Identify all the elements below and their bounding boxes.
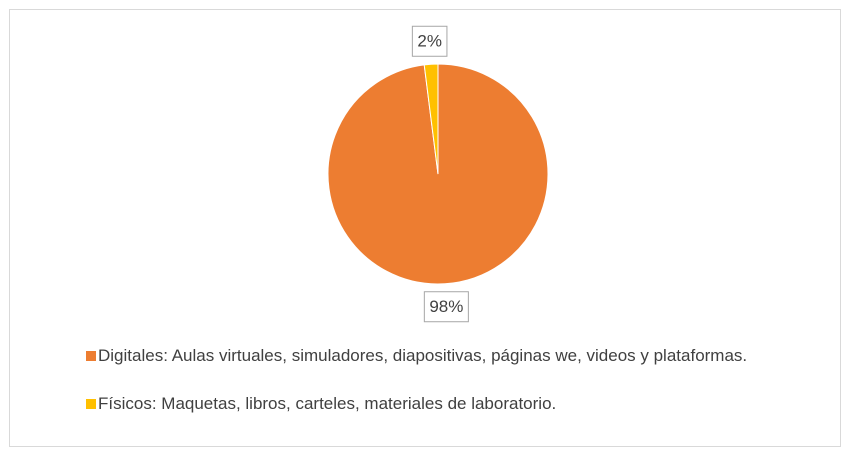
legend: Digitales: Aulas virtuales, simuladores,… — [86, 342, 816, 438]
legend-item: Físicos: Maquetas, libros, carteles, mat… — [86, 390, 816, 417]
legend-swatch — [86, 399, 96, 409]
legend-swatch — [86, 351, 96, 361]
legend-label: Físicos: Maquetas, libros, carteles, mat… — [98, 394, 557, 413]
data-label-box — [423, 291, 469, 323]
data-label: 98% — [429, 297, 463, 316]
pie-slice — [423, 63, 439, 175]
data-label-box — [411, 25, 448, 57]
legend-label: Digitales: Aulas virtuales, simuladores,… — [98, 346, 748, 365]
chart-frame — [9, 9, 841, 447]
data-label: 2% — [417, 32, 442, 51]
legend-item: Digitales: Aulas virtuales, simuladores,… — [86, 342, 816, 369]
